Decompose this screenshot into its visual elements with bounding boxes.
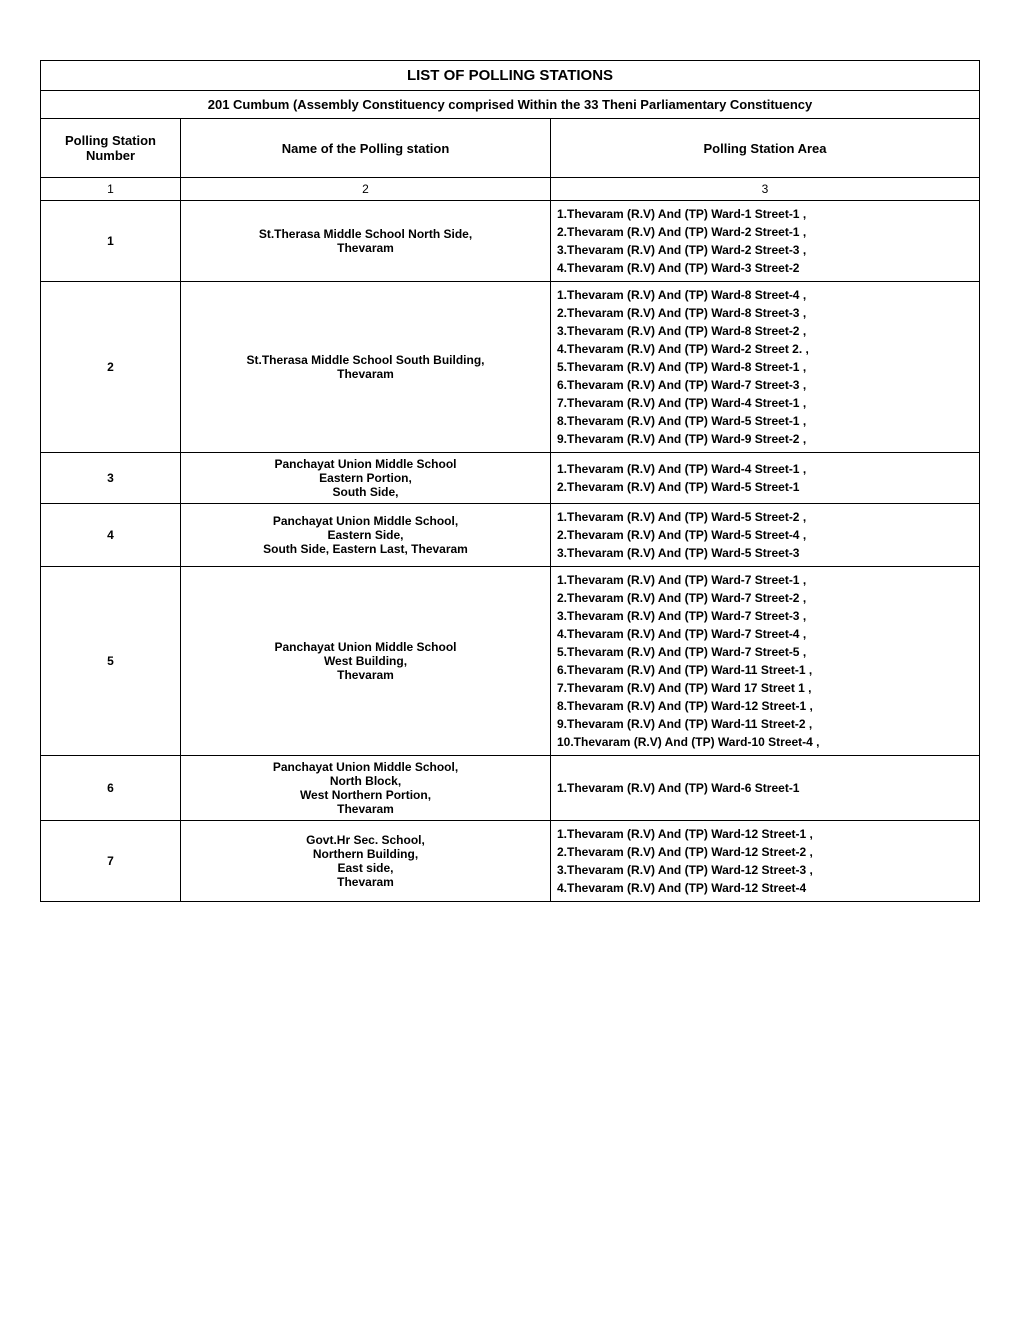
table-header-row: Polling Station Number Name of the Polli… (41, 119, 979, 178)
polling-area-line: 2.Thevaram (R.V) And (TP) Ward-8 Street-… (557, 304, 973, 322)
polling-number-cell: 3 (41, 453, 181, 503)
polling-name-line: Thevaram (337, 875, 394, 889)
polling-name-line: Thevaram (337, 668, 394, 682)
polling-area-line: 1.Thevaram (R.V) And (TP) Ward-6 Street-… (557, 779, 973, 797)
polling-name-line: South Side, Eastern Last, Thevaram (263, 542, 468, 556)
table-title: LIST OF POLLING STATIONS (41, 61, 979, 91)
polling-area-line: 4.Thevaram (R.V) And (TP) Ward-7 Street-… (557, 625, 973, 643)
header-polling-area: Polling Station Area (551, 119, 979, 177)
polling-name-line: East side, (337, 861, 393, 875)
table-body: 1St.Therasa Middle School North Side,The… (41, 201, 979, 901)
polling-area-line: 2.Thevaram (R.V) And (TP) Ward-12 Street… (557, 843, 973, 861)
polling-area-cell: 1.Thevaram (R.V) And (TP) Ward-5 Street-… (551, 504, 979, 566)
header-polling-number: Polling Station Number (41, 119, 181, 177)
polling-name-line: Thevaram (337, 241, 394, 255)
polling-name-line: Govt.Hr Sec. School, (306, 833, 425, 847)
polling-name-line: West Building, (324, 654, 407, 668)
polling-area-line: 1.Thevaram (R.V) And (TP) Ward-5 Street-… (557, 508, 973, 526)
col-number-1: 1 (41, 178, 181, 200)
polling-name-line: South Side, (333, 485, 399, 499)
polling-area-line: 3.Thevaram (R.V) And (TP) Ward-8 Street-… (557, 322, 973, 340)
polling-area-line: 3.Thevaram (R.V) And (TP) Ward-2 Street-… (557, 241, 973, 259)
polling-area-line: 3.Thevaram (R.V) And (TP) Ward-12 Street… (557, 861, 973, 879)
polling-area-line: 5.Thevaram (R.V) And (TP) Ward-7 Street-… (557, 643, 973, 661)
polling-area-cell: 1.Thevaram (R.V) And (TP) Ward-1 Street-… (551, 201, 979, 281)
polling-name-line: Panchayat Union Middle School (274, 457, 456, 471)
polling-area-line: 3.Thevaram (R.V) And (TP) Ward-5 Street-… (557, 544, 973, 562)
polling-area-cell: 1.Thevaram (R.V) And (TP) Ward-12 Street… (551, 821, 979, 901)
polling-number-cell: 2 (41, 282, 181, 452)
polling-area-cell: 1.Thevaram (R.V) And (TP) Ward-6 Street-… (551, 756, 979, 820)
polling-name-cell: St.Therasa Middle School South Building,… (181, 282, 551, 452)
polling-area-line: 3.Thevaram (R.V) And (TP) Ward-7 Street-… (557, 607, 973, 625)
polling-name-line: West Northern Portion, (300, 788, 431, 802)
polling-name-line: Panchayat Union Middle School, (273, 514, 458, 528)
header-polling-name: Name of the Polling station (181, 119, 551, 177)
polling-stations-table: LIST OF POLLING STATIONS 201 Cumbum (Ass… (40, 60, 980, 902)
table-row: 7Govt.Hr Sec. School,Northern Building,E… (41, 821, 979, 901)
polling-area-line: 2.Thevaram (R.V) And (TP) Ward-2 Street-… (557, 223, 973, 241)
table-row: 2St.Therasa Middle School South Building… (41, 282, 979, 453)
table-row: 5Panchayat Union Middle SchoolWest Build… (41, 567, 979, 756)
polling-area-line: 7.Thevaram (R.V) And (TP) Ward-4 Street-… (557, 394, 973, 412)
polling-name-line: Thevaram (337, 367, 394, 381)
polling-name-line: Panchayat Union Middle School (274, 640, 456, 654)
polling-area-line: 1.Thevaram (R.V) And (TP) Ward-12 Street… (557, 825, 973, 843)
polling-area-line: 8.Thevaram (R.V) And (TP) Ward-12 Street… (557, 697, 973, 715)
polling-name-cell: Panchayat Union Middle SchoolWest Buildi… (181, 567, 551, 755)
polling-area-cell: 1.Thevaram (R.V) And (TP) Ward-8 Street-… (551, 282, 979, 452)
polling-name-cell: Panchayat Union Middle School,North Bloc… (181, 756, 551, 820)
polling-area-line: 9.Thevaram (R.V) And (TP) Ward-9 Street-… (557, 430, 973, 448)
polling-number-cell: 1 (41, 201, 181, 281)
polling-area-line: 1.Thevaram (R.V) And (TP) Ward-1 Street-… (557, 205, 973, 223)
polling-name-cell: Panchayat Union Middle School,Eastern Si… (181, 504, 551, 566)
table-row: 3Panchayat Union Middle SchoolEastern Po… (41, 453, 979, 504)
polling-name-line: St.Therasa Middle School North Side, (259, 227, 472, 241)
polling-area-line: 1.Thevaram (R.V) And (TP) Ward-8 Street-… (557, 286, 973, 304)
table-number-row: 1 2 3 (41, 178, 979, 201)
polling-area-line: 1.Thevaram (R.V) And (TP) Ward-4 Street-… (557, 460, 973, 478)
polling-area-line: 6.Thevaram (R.V) And (TP) Ward-11 Street… (557, 661, 973, 679)
polling-name-line: Northern Building, (313, 847, 418, 861)
polling-area-line: 7.Thevaram (R.V) And (TP) Ward 17 Street… (557, 679, 973, 697)
table-row: 1St.Therasa Middle School North Side,The… (41, 201, 979, 282)
polling-name-cell: Govt.Hr Sec. School,Northern Building,Ea… (181, 821, 551, 901)
polling-name-line: Panchayat Union Middle School, (273, 760, 458, 774)
polling-area-line: 2.Thevaram (R.V) And (TP) Ward-7 Street-… (557, 589, 973, 607)
polling-name-line: Thevaram (337, 802, 394, 816)
polling-number-cell: 5 (41, 567, 181, 755)
polling-area-line: 8.Thevaram (R.V) And (TP) Ward-5 Street-… (557, 412, 973, 430)
polling-area-cell: 1.Thevaram (R.V) And (TP) Ward-7 Street-… (551, 567, 979, 755)
polling-area-line: 1.Thevaram (R.V) And (TP) Ward-7 Street-… (557, 571, 973, 589)
polling-area-line: 4.Thevaram (R.V) And (TP) Ward-2 Street … (557, 340, 973, 358)
polling-name-cell: Panchayat Union Middle SchoolEastern Por… (181, 453, 551, 503)
polling-area-line: 4.Thevaram (R.V) And (TP) Ward-12 Street… (557, 879, 973, 897)
polling-area-line: 5.Thevaram (R.V) And (TP) Ward-8 Street-… (557, 358, 973, 376)
table-row: 4Panchayat Union Middle School,Eastern S… (41, 504, 979, 567)
col-number-2: 2 (181, 178, 551, 200)
polling-number-cell: 6 (41, 756, 181, 820)
polling-number-cell: 7 (41, 821, 181, 901)
table-row: 6Panchayat Union Middle School,North Blo… (41, 756, 979, 821)
polling-area-line: 4.Thevaram (R.V) And (TP) Ward-3 Street-… (557, 259, 973, 277)
table-subtitle: 201 Cumbum (Assembly Constituency compri… (41, 91, 979, 119)
polling-area-line: 2.Thevaram (R.V) And (TP) Ward-5 Street-… (557, 526, 973, 544)
polling-area-line: 10.Thevaram (R.V) And (TP) Ward-10 Stree… (557, 733, 973, 751)
polling-name-line: North Block, (330, 774, 401, 788)
col-number-3: 3 (551, 178, 979, 200)
polling-area-line: 6.Thevaram (R.V) And (TP) Ward-7 Street-… (557, 376, 973, 394)
polling-area-line: 2.Thevaram (R.V) And (TP) Ward-5 Street-… (557, 478, 973, 496)
polling-name-line: St.Therasa Middle School South Building, (246, 353, 484, 367)
polling-name-line: Eastern Portion, (319, 471, 412, 485)
polling-name-line: Eastern Side, (327, 528, 403, 542)
polling-area-line: 9.Thevaram (R.V) And (TP) Ward-11 Street… (557, 715, 973, 733)
polling-name-cell: St.Therasa Middle School North Side,Thev… (181, 201, 551, 281)
polling-number-cell: 4 (41, 504, 181, 566)
polling-area-cell: 1.Thevaram (R.V) And (TP) Ward-4 Street-… (551, 453, 979, 503)
